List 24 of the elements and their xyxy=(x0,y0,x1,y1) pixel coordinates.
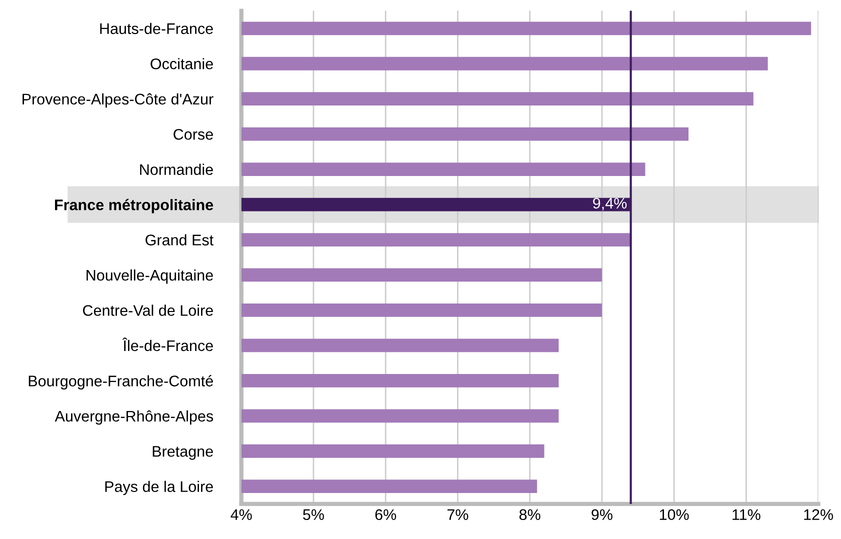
y-tick-label: Pays de la Loire xyxy=(105,480,213,496)
y-tick-label: Normandie xyxy=(140,164,213,175)
x-tick-label: 10% xyxy=(660,509,689,520)
y-tick-label: Occitanie xyxy=(150,58,213,70)
y-tick-label: Provence-Alpes-Côte d'Azur xyxy=(22,93,214,108)
y-tick-label: Bretagne xyxy=(152,446,213,460)
x-tick-label: 6% xyxy=(375,509,396,520)
x-tick-label: 8% xyxy=(519,509,540,520)
y-tick-label: Île-de-France xyxy=(122,338,213,352)
y-tick-label: Auvergne-Rhône-Alpes xyxy=(54,410,214,425)
y-tick-label: Nouvelle-Aquitaine xyxy=(86,269,213,284)
y-tick-label: France métropolitaine xyxy=(55,198,214,214)
x-tick-label: 4% xyxy=(230,509,252,520)
x-tick-label: 5% xyxy=(303,509,324,520)
y-tick-label: Grand Est xyxy=(146,234,214,246)
x-tick-label: 11% xyxy=(732,509,760,520)
y-tick-label: Corse xyxy=(174,128,213,140)
x-tick-label: 7% xyxy=(447,509,468,520)
y-tick-label: Centre-Val de Loire xyxy=(83,304,213,316)
data-label: 9,4% xyxy=(593,198,627,210)
x-tick-label: 12% xyxy=(804,509,834,520)
y-tick-label: Hauts-de-France xyxy=(100,22,213,34)
y-tick-label: Bourgogne-Franche-Comté xyxy=(28,375,213,390)
x-tick-label: 9% xyxy=(592,509,612,520)
